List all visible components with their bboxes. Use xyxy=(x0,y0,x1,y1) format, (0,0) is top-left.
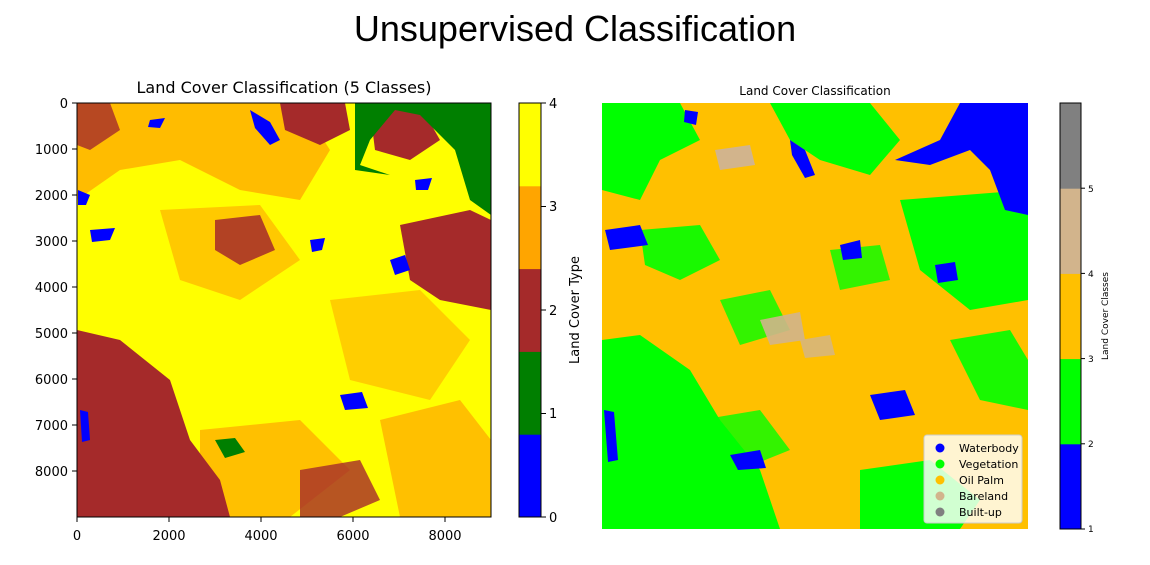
left-y-tick-label: 0 xyxy=(60,97,68,112)
left-colorbar-tick-label: 3 xyxy=(549,200,557,215)
right-colorbar-tick-label: 1 xyxy=(1088,525,1094,535)
right-colorbar-tick-label: 3 xyxy=(1088,355,1094,365)
left-y-tick-label: 7000 xyxy=(35,419,68,434)
legend-marker-built-up xyxy=(935,507,945,517)
left-y-tick-label: 3000 xyxy=(35,235,68,250)
right-colorbar-tick-label: 5 xyxy=(1088,185,1094,195)
left-colorbar-tick-label: 4 xyxy=(549,97,557,112)
left-colorbar-tick-label: 1 xyxy=(549,407,557,422)
right-legend: Waterbody Vegetation Oil Palm Bareland B… xyxy=(935,442,1019,519)
left-colorbar-label: Land Cover Type xyxy=(568,256,583,364)
left-plot-frame xyxy=(76,102,492,518)
left-x-tick-label: 8000 xyxy=(428,529,461,544)
legend-label-bareland: Bareland xyxy=(959,490,1008,503)
left-y-axis: 0 1000 2000 3000 4000 5000 6000 7000 800… xyxy=(35,97,77,480)
right-colorbar-label: Land Cover Classes xyxy=(1101,272,1111,360)
right-chart: Land Cover Classification xyxy=(602,84,1111,535)
left-colorbar-segment xyxy=(519,185,541,270)
right-legend-box xyxy=(923,434,1023,524)
right-colorbar-tick-label: 2 xyxy=(1088,440,1094,450)
left-colorbar-segment xyxy=(519,434,541,518)
left-colorbar: 4 3 2 1 0 Land Cover Type xyxy=(518,97,583,526)
right-colorbar-segment xyxy=(1060,103,1081,189)
legend-label-built-up: Built-up xyxy=(959,506,1002,519)
legend-label-oil-palm: Oil Palm xyxy=(959,474,1004,487)
page-title: Unsupervised Classification xyxy=(353,8,797,49)
left-chart-title: Land Cover Classification (5 Classes) xyxy=(136,78,431,97)
right-colorbar-segment xyxy=(1060,443,1081,530)
legend-marker-vegetation xyxy=(935,459,945,469)
right-chart-title: Land Cover Classification xyxy=(739,84,890,98)
left-y-tick-label: 6000 xyxy=(35,373,68,388)
legend-marker-waterbody xyxy=(935,443,945,453)
legend-marker-oil-palm xyxy=(935,475,945,485)
legend-label-waterbody: Waterbody xyxy=(959,442,1019,455)
left-colorbar-tick-label: 0 xyxy=(549,511,557,526)
legend-label-vegetation: Vegetation xyxy=(959,458,1018,471)
left-map-image xyxy=(77,103,491,517)
right-colorbar: 1 2 3 4 5 Land Cover Classes xyxy=(1059,102,1111,535)
left-colorbar-segment xyxy=(519,268,541,352)
left-y-tick-label: 4000 xyxy=(35,281,68,296)
left-colorbar-tick-label: 2 xyxy=(549,304,557,319)
right-colorbar-segment xyxy=(1060,273,1081,360)
legend-marker-bareland xyxy=(935,491,945,501)
left-chart: Land Cover Classification (5 Classes) xyxy=(35,78,583,544)
left-y-tick-label: 5000 xyxy=(35,327,68,342)
left-x-tick-label: 0 xyxy=(73,529,81,544)
right-colorbar-tick-label: 4 xyxy=(1088,270,1094,280)
left-x-axis: 0 2000 4000 6000 8000 xyxy=(73,517,462,544)
left-colorbar-segment xyxy=(519,351,541,435)
left-y-tick-label: 2000 xyxy=(35,189,68,204)
left-x-tick-label: 2000 xyxy=(152,529,185,544)
left-colorbar-segment xyxy=(519,103,541,187)
left-y-tick-label: 1000 xyxy=(35,143,68,158)
right-colorbar-segment xyxy=(1060,188,1081,274)
right-colorbar-frame xyxy=(1059,102,1082,530)
right-colorbar-segment xyxy=(1060,358,1081,445)
right-map-image xyxy=(602,103,1028,529)
left-y-tick-label: 8000 xyxy=(35,465,68,480)
left-x-tick-label: 4000 xyxy=(244,529,277,544)
left-x-tick-label: 6000 xyxy=(336,529,369,544)
